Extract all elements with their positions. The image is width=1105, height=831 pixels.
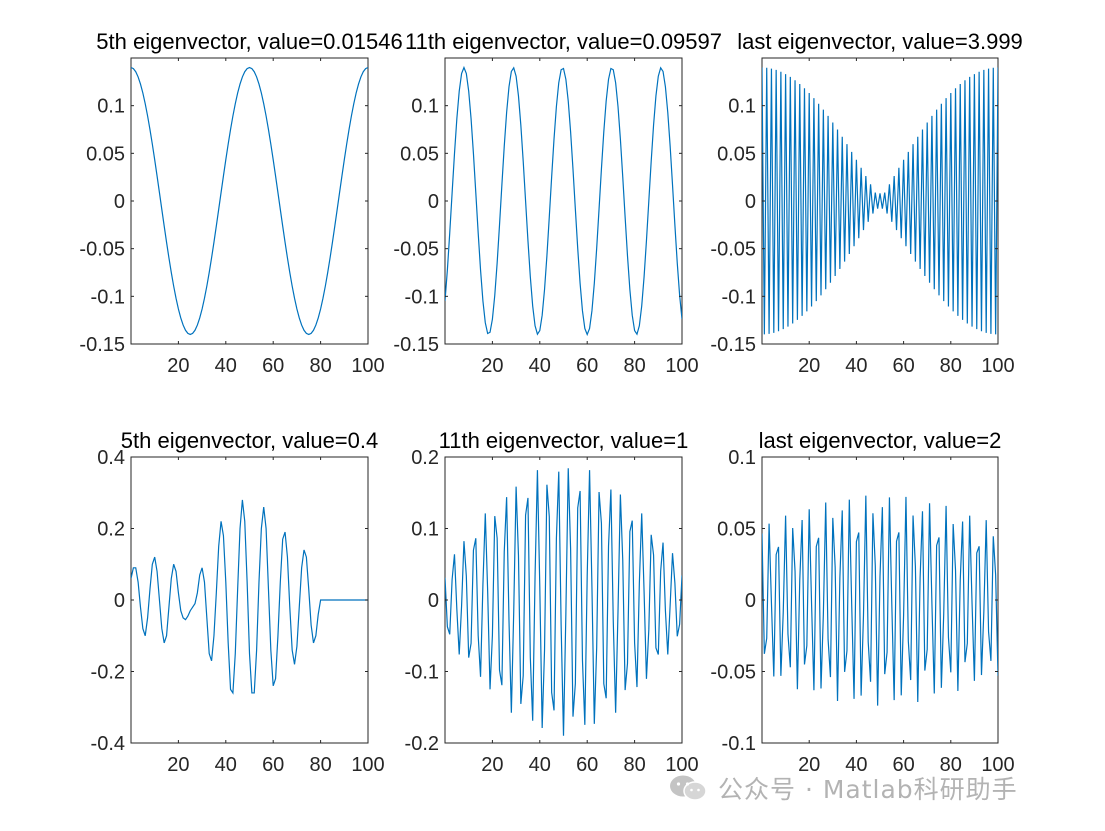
subplot-6: 20 40 60 80 100 0.1 0.05 0 -0.05 -0.1 last eigenve… xyxy=(710,428,1014,776)
x-tick-label: 60 xyxy=(576,754,598,776)
y-tick-label: -0.05 xyxy=(393,239,439,261)
y-tick-label: -0.05 xyxy=(710,662,756,684)
series-line xyxy=(445,65,682,337)
subplot-title: last eigenvector, value=3.999 xyxy=(737,29,1023,54)
x-tick-label: 60 xyxy=(262,754,284,776)
x-tick-label: 80 xyxy=(940,355,962,377)
x-tick-label: 100 xyxy=(665,355,698,377)
y-tick-label: 0.1 xyxy=(411,519,439,541)
y-tick-label: -0.1 xyxy=(722,733,756,755)
x-tick-label: 40 xyxy=(529,754,551,776)
x-tick-label: 60 xyxy=(892,355,914,377)
y-tick-label: 0.1 xyxy=(411,96,439,118)
subplot-5: 20 40 60 80 100 0.2 0.1 0 -0.1 -0.2 11th eigenvect… xyxy=(405,428,699,776)
axes-box xyxy=(130,57,369,345)
y-tick-label: -0.2 xyxy=(91,662,125,684)
y-tick-label: -0.1 xyxy=(405,662,439,684)
y-tick-label: 0.05 xyxy=(717,519,756,541)
subplot-title: 5th eigenvector, value=0.4 xyxy=(121,428,378,453)
y-tick-label: 0 xyxy=(745,590,756,612)
x-tick-label: 40 xyxy=(845,355,867,377)
x-tick-label: 100 xyxy=(665,754,698,776)
y-tick-label: -0.1 xyxy=(91,286,125,308)
x-tick-label: 80 xyxy=(309,355,331,377)
subplot-title: 11th eigenvector, value=0.09597 xyxy=(405,29,722,54)
y-tick-label: 0.4 xyxy=(97,447,125,469)
y-tick-label: -0.15 xyxy=(710,334,756,356)
y-tick-label: -0.1 xyxy=(405,286,439,308)
wechat-icon xyxy=(670,775,707,801)
y-tick-label: 0 xyxy=(745,191,756,213)
x-tick-label: 60 xyxy=(576,355,598,377)
subplot-2: 20 40 60 80 100 0.1 0.05 0 -0.05 -0.1 -0.15 11th ei… xyxy=(393,29,722,377)
y-tick-label: -0.15 xyxy=(79,334,125,356)
x-tick-label: 40 xyxy=(529,355,551,377)
y-tick-label: 0.2 xyxy=(97,519,125,541)
y-tick-label: 0 xyxy=(428,590,439,612)
subplot-title: 5th eigenvector, value=0.01546 xyxy=(96,29,402,54)
watermark-text: 公众号 · Matlab科研助手 xyxy=(718,775,1018,804)
y-tick-label: 0.05 xyxy=(86,143,125,165)
y-tick-label: 0.2 xyxy=(411,447,439,469)
axes-box xyxy=(444,57,683,345)
x-tick-label: 100 xyxy=(981,754,1014,776)
x-tick-label: 60 xyxy=(262,355,284,377)
x-tick-label: 80 xyxy=(623,355,645,377)
x-tick-label: 20 xyxy=(481,754,503,776)
y-tick-label: -0.05 xyxy=(79,239,125,261)
series-line xyxy=(131,66,368,336)
axes-box xyxy=(444,456,683,744)
x-tick-label: 20 xyxy=(798,355,820,377)
x-tick-label: 20 xyxy=(798,754,820,776)
x-tick-label: 80 xyxy=(940,754,962,776)
y-tick-label: 0.1 xyxy=(97,96,125,118)
watermark: 公众号 · Matlab科研助手 xyxy=(668,768,1018,808)
y-tick-label: 0.1 xyxy=(728,447,756,469)
y-tick-label: -0.2 xyxy=(405,733,439,755)
x-tick-label: 20 xyxy=(481,355,503,377)
x-tick-label: 60 xyxy=(892,754,914,776)
x-tick-label: 80 xyxy=(623,754,645,776)
y-tick-label: 0 xyxy=(428,191,439,213)
x-tick-label: 100 xyxy=(351,754,384,776)
x-tick-label: 40 xyxy=(215,754,237,776)
y-tick-label: -0.1 xyxy=(722,286,756,308)
series-line xyxy=(762,495,998,706)
x-tick-label: 40 xyxy=(215,355,237,377)
y-tick-label: 0.05 xyxy=(400,143,439,165)
x-tick-label: 40 xyxy=(845,754,867,776)
subplot-title: 11th eigenvector, value=1 xyxy=(439,428,689,453)
series-line xyxy=(762,67,998,335)
subplot-3: 20 40 60 80 100 0.1 0.05 0 -0.05 -0.1 -0.15 last ei… xyxy=(710,29,1022,377)
y-tick-label: 0 xyxy=(114,590,125,612)
x-tick-label: 20 xyxy=(167,355,189,377)
y-tick-label: -0.05 xyxy=(710,239,756,261)
x-tick-label: 80 xyxy=(309,754,331,776)
y-tick-label: 0 xyxy=(114,191,125,213)
series-line xyxy=(131,499,368,695)
subplot-4: 20 40 60 80 100 0.4 0.2 0 -0.2 -0.4 5th eigenvecto… xyxy=(91,428,385,776)
y-tick-label: -0.4 xyxy=(91,733,125,755)
y-tick-label: 0.05 xyxy=(717,143,756,165)
series-line xyxy=(445,468,682,736)
y-tick-label: 0.1 xyxy=(728,96,756,118)
x-tick-label: 100 xyxy=(981,355,1014,377)
x-tick-label: 20 xyxy=(167,754,189,776)
x-tick-label: 100 xyxy=(351,355,384,377)
subplot-1: 20 40 60 80 100 0.1 0.05 0 -0.05 -0.1 -0.15 5th eig… xyxy=(79,29,402,377)
y-tick-label: -0.15 xyxy=(393,334,439,356)
subplot-title: last eigenvector, value=2 xyxy=(759,428,1002,453)
